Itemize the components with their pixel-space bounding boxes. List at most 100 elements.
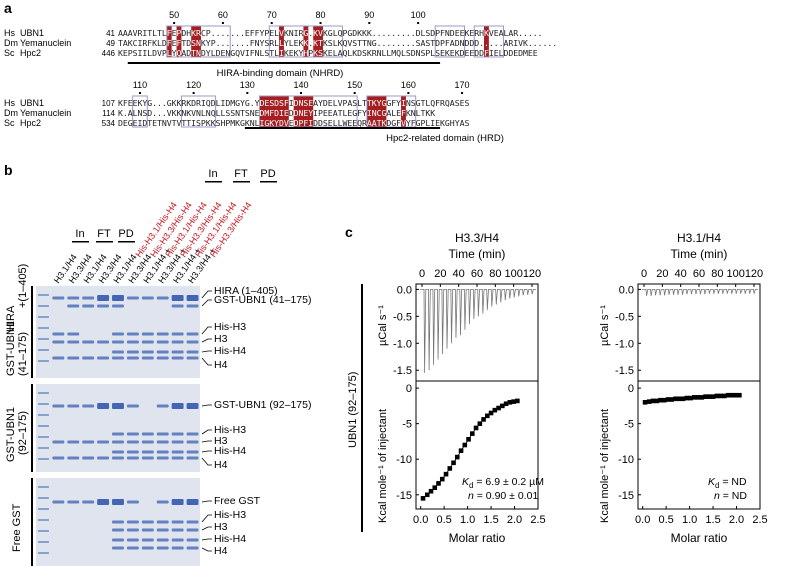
- data-point: [451, 460, 456, 466]
- residue: L: [147, 48, 152, 58]
- data-point: [447, 466, 453, 471]
- residue: D: [279, 118, 284, 128]
- protein-band: [112, 538, 124, 542]
- alignment-tick: 70: [267, 10, 277, 20]
- residue: K: [362, 28, 367, 38]
- residue: G: [264, 118, 269, 128]
- residue: S: [425, 38, 430, 48]
- residue: L: [162, 28, 167, 38]
- residue: S: [362, 48, 367, 58]
- residue: E: [513, 48, 518, 58]
- domain-label: HIRA-binding domain (NHRD): [217, 68, 344, 79]
- protein-band: [141, 332, 154, 336]
- residue: E: [347, 108, 352, 118]
- residue: A: [123, 28, 128, 38]
- residue: F: [255, 28, 260, 38]
- residue: E: [323, 108, 328, 118]
- residue: V: [157, 48, 162, 58]
- residue: T: [269, 48, 274, 58]
- residue: E: [469, 28, 474, 38]
- residue: .: [499, 38, 504, 48]
- residue: G: [416, 118, 421, 128]
- residue: F: [484, 48, 489, 58]
- residue-start: 107: [102, 99, 116, 108]
- residue: .: [479, 38, 484, 48]
- tick-dot: [192, 92, 195, 94]
- protein-band: [97, 456, 110, 460]
- protein-label: Hpc2: [20, 118, 41, 128]
- residue: .: [377, 38, 382, 48]
- residue: K: [186, 108, 191, 118]
- band-label: H4: [214, 359, 228, 371]
- residue: G: [328, 28, 333, 38]
- residue: E: [328, 118, 333, 128]
- alignment-tick: 110: [133, 80, 147, 90]
- residue: S: [352, 98, 357, 108]
- residue: A: [386, 108, 391, 118]
- residue: G: [230, 48, 235, 58]
- residue: I: [137, 38, 142, 48]
- top-group-label: FT: [234, 168, 248, 180]
- residue: K: [406, 108, 411, 118]
- protein-band: [141, 440, 154, 444]
- tick-dot: [319, 22, 322, 24]
- residue: D: [474, 48, 479, 58]
- band-label: His-H3: [214, 509, 246, 521]
- ladder-band: [38, 541, 49, 543]
- conserved-box: [259, 96, 289, 127]
- ladder-band: [38, 392, 49, 394]
- molar-tick-label: 2.0: [729, 514, 744, 526]
- residue: I: [137, 118, 142, 128]
- residue-start: 446: [102, 49, 116, 58]
- data-point: [477, 421, 483, 426]
- residue: L: [503, 28, 508, 38]
- band-label: His-H4: [214, 533, 246, 545]
- domain-bar: [244, 127, 441, 129]
- residue: E: [352, 118, 357, 128]
- residue: D: [430, 28, 435, 38]
- residue: D: [323, 98, 328, 108]
- protein-band: [156, 546, 169, 550]
- protein-band: [52, 332, 65, 336]
- data-point: [673, 396, 678, 402]
- alignment-tick: 130: [240, 80, 255, 90]
- residue: A: [118, 28, 123, 38]
- kd-value: = ND: [719, 476, 747, 488]
- residue: .: [396, 28, 401, 38]
- data-point: [718, 393, 723, 399]
- residue: G: [147, 98, 152, 108]
- tick-dot: [417, 22, 420, 24]
- residue: E: [455, 28, 460, 38]
- residue: G: [245, 98, 250, 108]
- residue: L: [333, 48, 338, 58]
- power-tick-label: 0.0: [619, 284, 634, 296]
- band-label: H3: [214, 521, 228, 533]
- residue: D: [416, 28, 421, 38]
- residue: S: [225, 108, 230, 118]
- residue: Y: [240, 98, 245, 108]
- residue: D: [259, 108, 264, 118]
- protein-label: Hpc2: [20, 48, 41, 58]
- residue: M: [523, 48, 528, 58]
- residue: R: [440, 98, 445, 108]
- residue: D: [259, 98, 264, 108]
- residue: .: [484, 38, 489, 48]
- data-point: [496, 405, 501, 411]
- band-pointer: [201, 538, 212, 541]
- residue: .: [308, 28, 313, 38]
- residue: G: [128, 118, 133, 128]
- residue: V: [318, 28, 323, 38]
- residue: E: [328, 48, 333, 58]
- residue: K: [313, 48, 318, 58]
- residue: V: [518, 38, 523, 48]
- protein-band: [186, 546, 199, 550]
- protein-band: [186, 356, 199, 360]
- data-point: [511, 399, 516, 404]
- group-label: PD: [118, 228, 133, 240]
- similarity-box: [434, 25, 465, 58]
- residue: A: [313, 98, 318, 108]
- protein-band: [156, 520, 169, 524]
- residue: .: [386, 38, 391, 48]
- residue: Y: [406, 118, 411, 128]
- protein-band: [156, 450, 169, 454]
